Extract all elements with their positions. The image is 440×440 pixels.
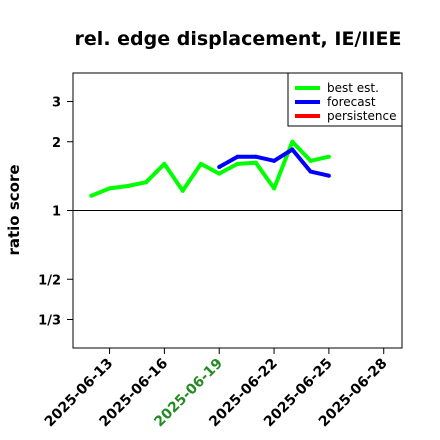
data-point — [144, 180, 149, 185]
y-tick-label: 1/3 — [38, 313, 61, 328]
data-point — [308, 158, 313, 163]
legend-label: best est. — [327, 81, 379, 95]
data-point — [89, 193, 94, 198]
data-point — [308, 169, 313, 174]
legend-label: forecast — [327, 95, 376, 109]
series-lines — [89, 139, 331, 198]
data-point — [107, 186, 112, 191]
data-point — [235, 154, 240, 159]
y-axis-label: ratio score — [5, 164, 23, 255]
legend-label: persistence — [327, 109, 396, 123]
chart-title: rel. edge displacement, IE/IIEE — [75, 28, 402, 50]
data-point — [253, 160, 258, 165]
data-point — [272, 186, 277, 191]
data-point — [290, 147, 295, 152]
data-point — [162, 161, 167, 166]
y-axis: 1/3 1/2 1 2 3 — [38, 96, 73, 328]
y-tick-label: 3 — [52, 96, 61, 111]
data-point — [217, 171, 222, 176]
data-point — [272, 158, 277, 163]
data-point — [253, 154, 258, 159]
data-point — [125, 184, 130, 189]
data-point — [180, 188, 185, 193]
y-tick-label: 1 — [52, 205, 61, 220]
data-point — [290, 139, 295, 144]
data-point — [217, 165, 222, 170]
data-point — [326, 173, 331, 178]
x-axis: 2025-06-132025-06-162025-06-192025-06-22… — [42, 348, 391, 430]
legend-box — [287, 72, 403, 127]
data-point — [198, 161, 203, 166]
data-point — [326, 154, 331, 159]
y-tick-label: 2 — [52, 136, 61, 151]
y-tick-label: 1/2 — [38, 273, 61, 288]
data-point — [235, 161, 240, 166]
